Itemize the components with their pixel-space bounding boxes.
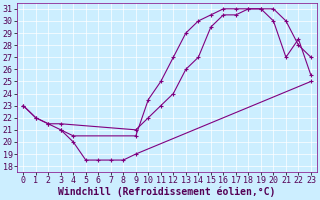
X-axis label: Windchill (Refroidissement éolien,°C): Windchill (Refroidissement éolien,°C) [58, 187, 276, 197]
